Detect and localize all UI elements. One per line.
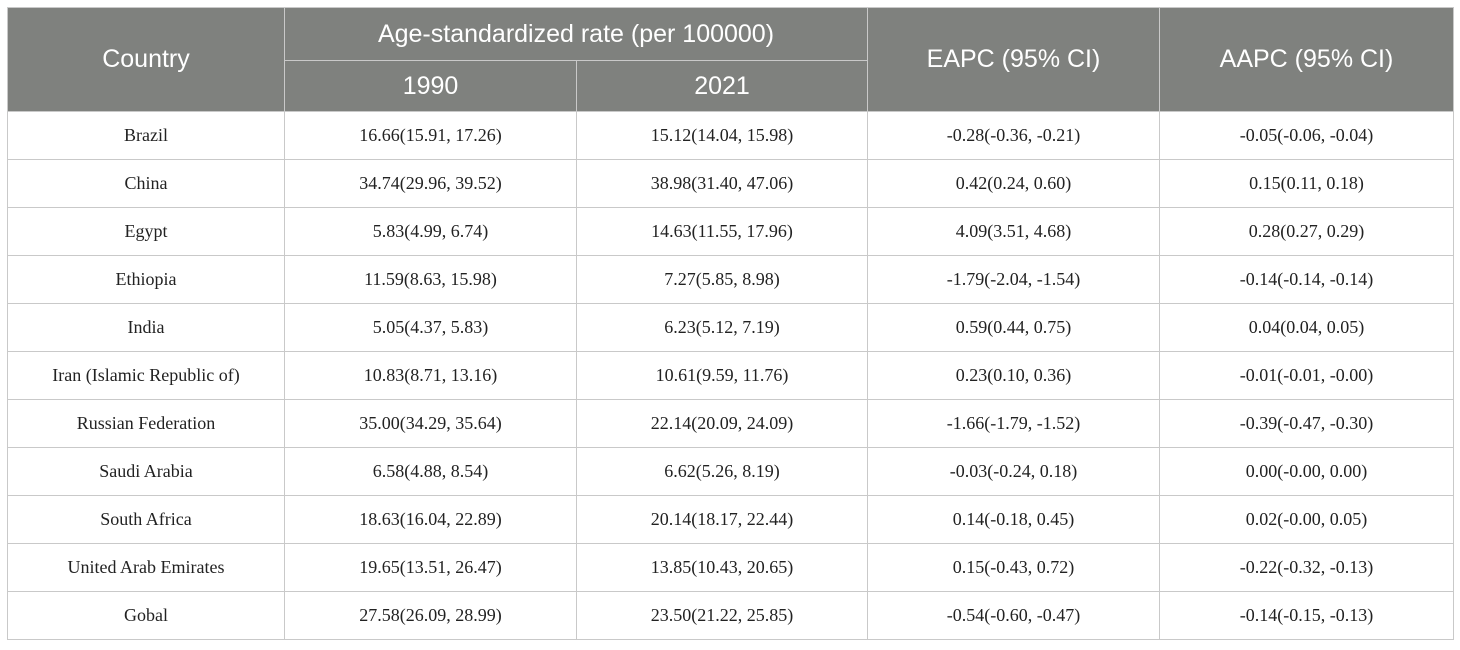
table-row: Saudi Arabia 6.58(4.88, 8.54) 6.62(5.26, 8… bbox=[7, 447, 1454, 496]
cell-aapc: -0.01(-0.01, -0.00) bbox=[1159, 351, 1454, 400]
cell-2021: 6.62(5.26, 8.19) bbox=[576, 447, 868, 496]
cell-country: China bbox=[7, 159, 285, 208]
cell-country: Gobal bbox=[7, 591, 285, 640]
cell-2021: 22.14(20.09, 24.09) bbox=[576, 399, 868, 448]
cell-1990: 6.58(4.88, 8.54) bbox=[284, 447, 577, 496]
data-table: Country Age-standardized rate (per 10000… bbox=[7, 7, 1454, 640]
cell-eapc: 0.15(-0.43, 0.72) bbox=[867, 543, 1160, 592]
cell-country: India bbox=[7, 303, 285, 352]
table-row: Brazil 16.66(15.91, 17.26) 15.12(14.04, 15… bbox=[7, 111, 1454, 160]
cell-1990: 18.63(16.04, 22.89) bbox=[284, 495, 577, 544]
cell-eapc: 0.42(0.24, 0.60) bbox=[867, 159, 1160, 208]
cell-country: Saudi Arabia bbox=[7, 447, 285, 496]
table-row: Iran (Islamic Republic of) 10.83(8.71, 13… bbox=[7, 351, 1454, 400]
cell-1990: 35.00(34.29, 35.64) bbox=[284, 399, 577, 448]
cell-eapc: 0.23(0.10, 0.36) bbox=[867, 351, 1160, 400]
table-row: Ethiopia 11.59(8.63, 15.98) 7.27(5.85, 8.9… bbox=[7, 255, 1454, 304]
cell-aapc: 0.02(-0.00, 0.05) bbox=[1159, 495, 1454, 544]
cell-1990: 5.05(4.37, 5.83) bbox=[284, 303, 577, 352]
table-row: Russian Federation 35.00(34.29, 35.64) 22.… bbox=[7, 399, 1454, 448]
cell-2021: 38.98(31.40, 47.06) bbox=[576, 159, 868, 208]
cell-country: South Africa bbox=[7, 495, 285, 544]
cell-aapc: 0.15(0.11, 0.18) bbox=[1159, 159, 1454, 208]
cell-eapc: -1.79(-2.04, -1.54) bbox=[867, 255, 1160, 304]
cell-eapc: 0.59(0.44, 0.75) bbox=[867, 303, 1160, 352]
cell-2021: 7.27(5.85, 8.98) bbox=[576, 255, 868, 304]
header-asr-group: Age-standardized rate (per 100000) bbox=[284, 7, 868, 61]
header-year-2021: 2021 bbox=[576, 60, 868, 112]
cell-2021: 13.85(10.43, 20.65) bbox=[576, 543, 868, 592]
cell-aapc: -0.05(-0.06, -0.04) bbox=[1159, 111, 1454, 160]
cell-country: Egypt bbox=[7, 207, 285, 256]
cell-eapc: -0.54(-0.60, -0.47) bbox=[867, 591, 1160, 640]
header-row-1: Country Age-standardized rate (per 10000… bbox=[7, 7, 1454, 112]
table-row: South Africa 18.63(16.04, 22.89) 20.14(18.… bbox=[7, 495, 1454, 544]
cell-country: Russian Federation bbox=[7, 399, 285, 448]
cell-1990: 5.83(4.99, 6.74) bbox=[284, 207, 577, 256]
cell-eapc: 0.14(-0.18, 0.45) bbox=[867, 495, 1160, 544]
cell-aapc: -0.14(-0.14, -0.14) bbox=[1159, 255, 1454, 304]
cell-eapc: 4.09(3.51, 4.68) bbox=[867, 207, 1160, 256]
table-row: Gobal 27.58(26.09, 28.99) 23.50(21.22, 25.… bbox=[7, 591, 1454, 640]
header-row-2: 1990 2021 bbox=[8, 60, 1454, 112]
table-row: India 5.05(4.37, 5.83) 6.23(5.12, 7.19) 0.5… bbox=[7, 303, 1454, 352]
cell-eapc: -0.28(-0.36, -0.21) bbox=[867, 111, 1160, 160]
header-country: Country bbox=[7, 7, 285, 112]
cell-2021: 14.63(11.55, 17.96) bbox=[576, 207, 868, 256]
cell-1990: 27.58(26.09, 28.99) bbox=[284, 591, 577, 640]
cell-eapc: -1.66(-1.79, -1.52) bbox=[867, 399, 1160, 448]
cell-2021: 20.14(18.17, 22.44) bbox=[576, 495, 868, 544]
cell-2021: 10.61(9.59, 11.76) bbox=[576, 351, 868, 400]
cell-aapc: -0.14(-0.15, -0.13) bbox=[1159, 591, 1454, 640]
cell-1990: 10.83(8.71, 13.16) bbox=[284, 351, 577, 400]
table-row: China 34.74(29.96, 39.52) 38.98(31.40, 47.… bbox=[7, 159, 1454, 208]
cell-country: Brazil bbox=[7, 111, 285, 160]
cell-aapc: -0.39(-0.47, -0.30) bbox=[1159, 399, 1454, 448]
cell-1990: 11.59(8.63, 15.98) bbox=[284, 255, 577, 304]
cell-country: Iran (Islamic Republic of) bbox=[7, 351, 285, 400]
cell-country: United Arab Emirates bbox=[7, 543, 285, 592]
table-row: United Arab Emirates 19.65(13.51, 26.47) 1… bbox=[7, 543, 1454, 592]
cell-1990: 34.74(29.96, 39.52) bbox=[284, 159, 577, 208]
cell-eapc: -0.03(-0.24, 0.18) bbox=[867, 447, 1160, 496]
header-year-1990: 1990 bbox=[284, 60, 577, 112]
table-row: Egypt 5.83(4.99, 6.74) 14.63(11.55, 17.96)… bbox=[7, 207, 1454, 256]
cell-country: Ethiopia bbox=[7, 255, 285, 304]
header-aapc: AAPC (95% CI) bbox=[1159, 7, 1454, 112]
table-container: Country Age-standardized rate (per 10000… bbox=[7, 7, 1454, 640]
cell-aapc: -0.22(-0.32, -0.13) bbox=[1159, 543, 1454, 592]
cell-1990: 16.66(15.91, 17.26) bbox=[284, 111, 577, 160]
cell-aapc: 0.00(-0.00, 0.00) bbox=[1159, 447, 1454, 496]
cell-2021: 15.12(14.04, 15.98) bbox=[576, 111, 868, 160]
cell-2021: 6.23(5.12, 7.19) bbox=[576, 303, 868, 352]
cell-aapc: 0.28(0.27, 0.29) bbox=[1159, 207, 1454, 256]
table-body: Brazil 16.66(15.91, 17.26) 15.12(14.04, 15… bbox=[7, 111, 1454, 640]
cell-2021: 23.50(21.22, 25.85) bbox=[576, 591, 868, 640]
cell-1990: 19.65(13.51, 26.47) bbox=[284, 543, 577, 592]
table-header: Country Age-standardized rate (per 10000… bbox=[7, 7, 1454, 112]
cell-aapc: 0.04(0.04, 0.05) bbox=[1159, 303, 1454, 352]
header-eapc: EAPC (95% CI) bbox=[867, 7, 1160, 112]
